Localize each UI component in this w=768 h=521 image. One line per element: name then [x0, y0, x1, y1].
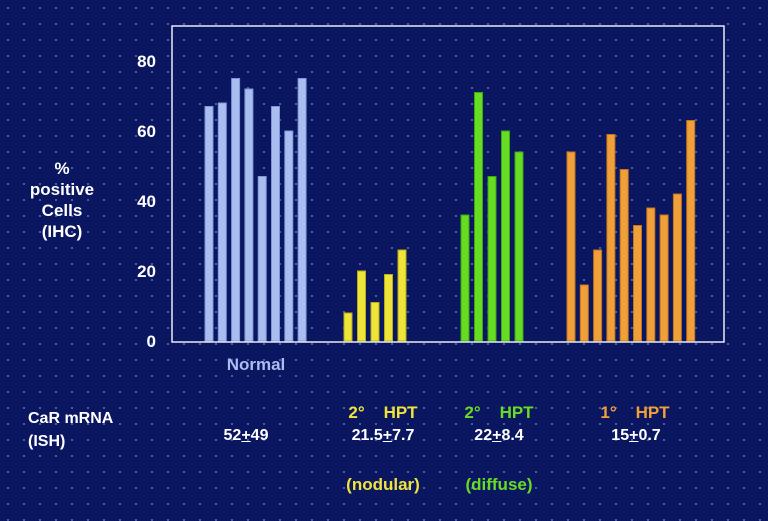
bar-2-hpt-nodular: [370, 302, 380, 342]
bar-1-hpt: [619, 169, 629, 342]
bar-chart: 0 20 40 60 80: [137, 25, 725, 351]
bar-normal: [284, 130, 294, 342]
category-label-line: (nodular): [346, 475, 420, 494]
bar-1-hpt: [579, 284, 589, 342]
bar-1-hpt: [659, 214, 669, 342]
y-axis-ticks: 0 20 40 60 80: [137, 52, 156, 351]
y-axis-label-line: %: [54, 159, 70, 178]
bar-normal: [217, 102, 227, 342]
bar-1-hpt: [672, 193, 682, 342]
bar-2-hpt-diffuse: [487, 176, 497, 342]
bar-1-hpt: [646, 207, 656, 342]
bar-normal: [257, 176, 267, 342]
bar-normal: [231, 78, 241, 342]
mrna-value-normal: 52+49: [223, 427, 269, 444]
bar-1-hpt: [566, 151, 576, 342]
category-label-line: (diffuse): [465, 475, 533, 494]
category-label-1hpt: 1° HPT: [580, 353, 690, 449]
mrna-value-2hpt-diffuse: 22+8.4: [474, 427, 524, 444]
category-label-normal: Normal: [210, 353, 302, 377]
category-label-line: 2° HPT: [348, 403, 418, 422]
y-axis-label-line: positive: [29, 180, 95, 199]
category-label-line: 1° HPT: [600, 403, 670, 422]
bar-2-hpt-diffuse: [514, 151, 524, 342]
y-tick-label: 40: [137, 192, 156, 211]
bar-1-hpt: [593, 249, 603, 342]
mrna-row-label-line: CaR mRNA: [28, 410, 114, 427]
bar-1-hpt: [633, 225, 642, 342]
bar-normal: [271, 106, 280, 342]
bar-normal: [244, 88, 254, 342]
bar-normal: [297, 78, 307, 342]
y-axis-label: % positive Cells (IHC): [22, 158, 102, 242]
bar-2-hpt-nodular: [384, 274, 393, 342]
mrna-row-label: CaR mRNA (ISH): [28, 407, 128, 453]
y-tick-label: 0: [147, 332, 156, 351]
bar-2-hpt-nodular: [397, 249, 407, 342]
bars: [204, 78, 696, 342]
bar-1-hpt: [686, 120, 696, 342]
category-label-line: Normal: [226, 355, 286, 374]
plot-frame: [171, 25, 725, 343]
bar-2-hpt-diffuse: [474, 92, 483, 342]
mrna-row-label-line: (ISH): [28, 433, 66, 450]
bar-normal: [204, 106, 214, 342]
y-axis-label-line: Cells: [41, 201, 83, 220]
category-label-line: 2° HPT: [464, 403, 534, 422]
bar-1-hpt: [606, 134, 616, 342]
bar-2-hpt-diffuse: [501, 130, 510, 342]
mrna-value-2hpt-nodular: 21.5+7.7: [351, 427, 415, 444]
mrna-value-1hpt: 15+0.7: [611, 427, 661, 444]
y-tick-label: 20: [137, 262, 156, 281]
bar-2-hpt-nodular: [343, 312, 353, 342]
y-tick-label: 80: [137, 52, 156, 71]
y-tick-label: 60: [137, 122, 156, 141]
y-axis-label-line: (IHC): [41, 222, 83, 241]
bar-2-hpt-diffuse: [460, 214, 470, 342]
bar-2-hpt-nodular: [357, 270, 366, 342]
